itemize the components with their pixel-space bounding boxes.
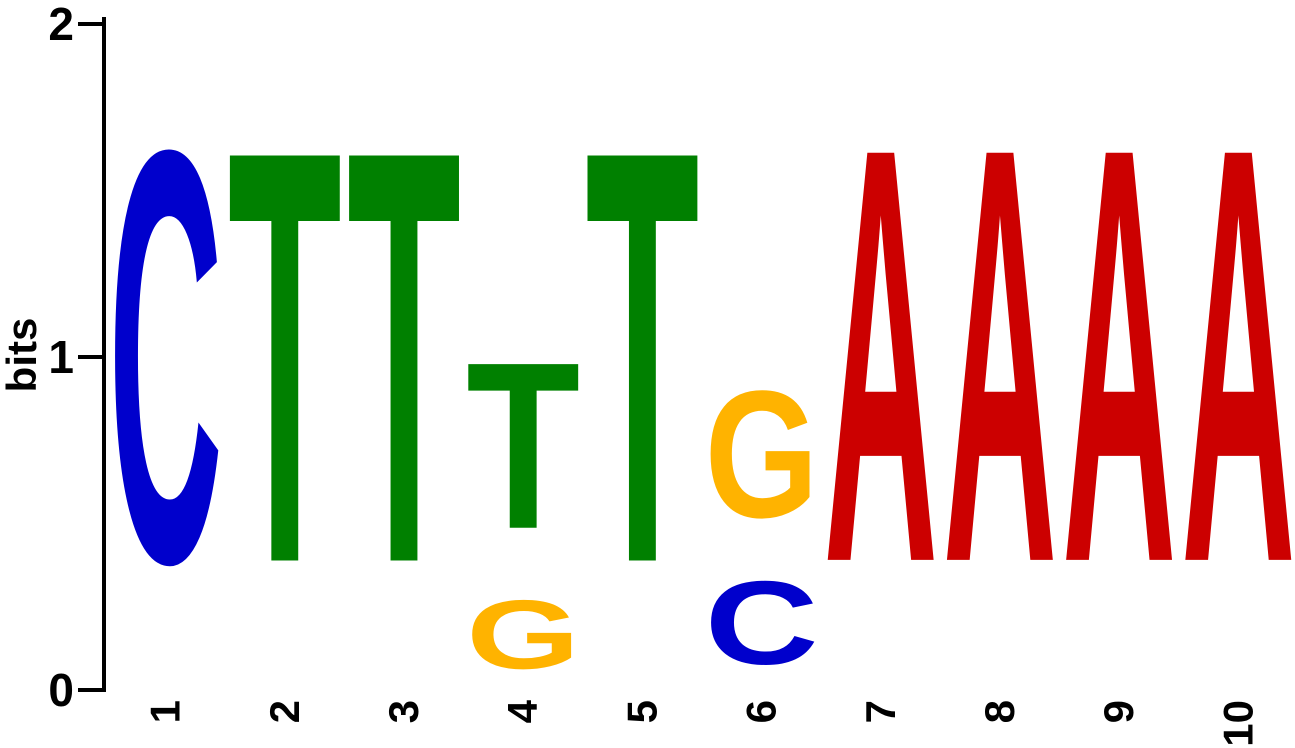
letter-G-pos-6-1: G: [705, 353, 819, 555]
y-tick-label-2: 2: [48, 0, 74, 50]
x-tick-label-7: 7: [857, 700, 904, 723]
letter-T-pos-2-0: T: [228, 28, 342, 686]
y-axis-label: bits: [0, 318, 45, 393]
x-tick-labels: 1 2 3 4 5 6 7 8 9 10: [142, 699, 1262, 746]
y-tick-label-1: 1: [48, 331, 74, 383]
letter-T-pos-5-0: T: [585, 28, 699, 686]
letter-C-pos-6-0: C: [705, 556, 819, 690]
x-tick-label-2: 2: [261, 700, 308, 723]
y-ticks: 0 1 2: [48, 0, 104, 716]
letter-stacks: C T T GT T CG A A A A: [109, 24, 1295, 689]
letter-A-pos-7-0: A: [824, 24, 938, 685]
y-tick-label-0: 0: [48, 664, 74, 716]
x-tick-label-4: 4: [499, 699, 546, 723]
x-tick-label-8: 8: [976, 700, 1023, 723]
letter-C-pos-1-0: C: [109, 29, 223, 686]
letter-T-pos-4-1: T: [466, 313, 580, 579]
letter-A-pos-8-0: A: [943, 24, 1057, 685]
letter-T-pos-3-0: T: [347, 28, 461, 686]
x-tick-label-10: 10: [1214, 700, 1261, 747]
x-tick-label-3: 3: [380, 700, 427, 723]
letter-G-pos-4-0: G: [466, 580, 580, 689]
x-tick-label-9: 9: [1095, 700, 1142, 723]
x-tick-label-6: 6: [738, 700, 785, 723]
letter-A-pos-9-0: A: [1062, 24, 1176, 685]
x-tick-label-1: 1: [142, 700, 189, 723]
x-tick-label-5: 5: [618, 700, 665, 723]
letter-A-pos-10-0: A: [1181, 24, 1295, 685]
